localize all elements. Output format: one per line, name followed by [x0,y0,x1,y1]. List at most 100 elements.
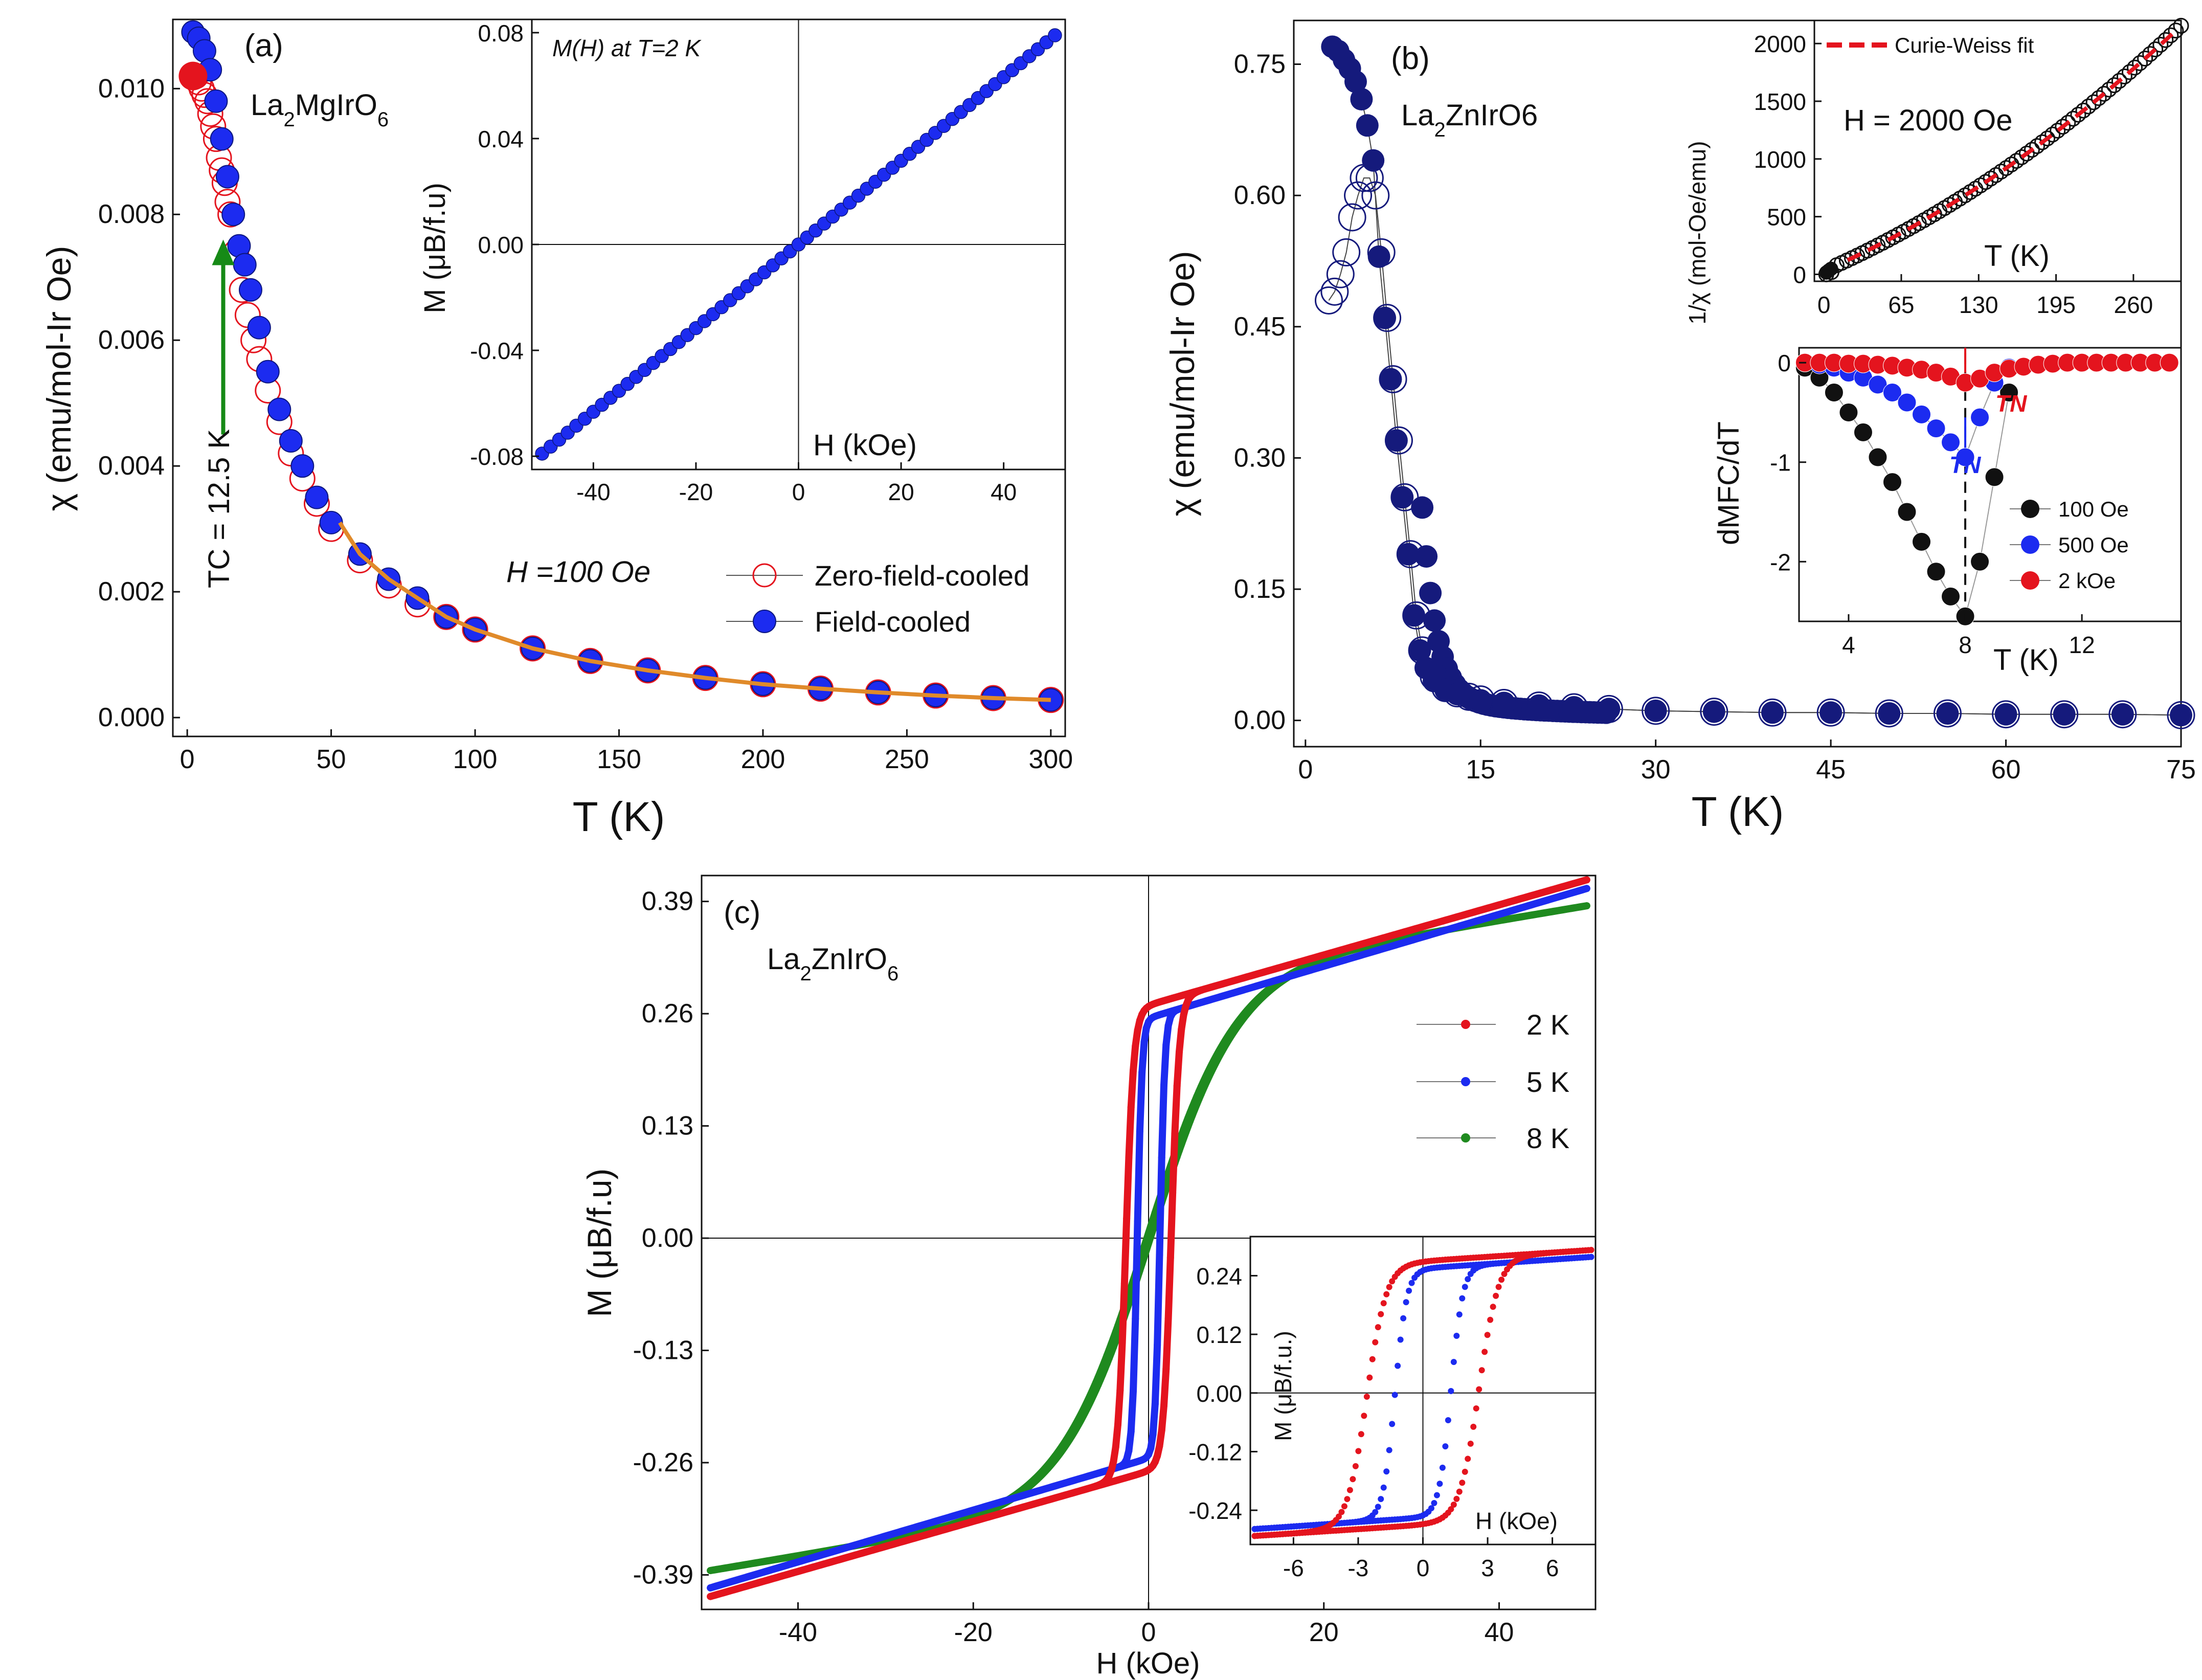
dmdt-point [1853,422,1873,442]
dmdt-point [1839,402,1858,422]
mh-point [1160,1402,1167,1409]
legend-8k-marker [1461,1133,1470,1143]
x-tick-label: 20 [888,479,914,505]
x-tick-label: -6 [1283,1555,1304,1581]
inset-mh-point [1453,1332,1460,1339]
fc-point [1350,87,1373,110]
inset-mh-point [1487,1316,1494,1323]
inset-mh-point [1389,1421,1396,1427]
mh-point [1134,1026,1141,1034]
legend-8k-label: 8 K [1526,1122,1569,1154]
mh-point [1101,1365,1109,1373]
x-tick-label: 0 [792,479,805,505]
y-tick-label: 0.00 [1196,1380,1242,1407]
mh-point [1190,1106,1198,1113]
zfc-point [1560,693,1588,722]
y-tick-label: 0.04 [478,126,524,152]
panel-b-inset-top: 0 500 1000 1500 2000 0 65 130 195 260 Curie-Weis… [1684,17,2189,325]
inset-mh-point [1335,1513,1342,1520]
fc-point [1761,701,1784,724]
mh-point [1130,1067,1137,1074]
y-tick-label: 0.26 [642,999,693,1028]
panel-a-field-note: H =100 Oe [506,555,650,589]
x-tick-label: 200 [741,745,785,774]
legend-500oe-label: 500 Oe [2058,533,2129,557]
mh-point [1136,1128,1143,1135]
inset-mh-point [1439,1464,1446,1471]
y-tick-label: 0.30 [1234,443,1286,473]
legend-zfc-label: Zero-field-cooled [815,559,1029,592]
inset-mh-point [1473,1405,1479,1412]
mh-point [1147,1444,1155,1452]
x-tick-label: 75 [2166,755,2196,785]
inverse-chi-point [2147,41,2164,58]
mh-point [1108,1349,1115,1356]
curie-weiss-fit-line [338,521,1051,702]
fc-point [1374,306,1397,329]
mh-point [1154,1452,1161,1460]
x-tick-label: 65 [1888,292,1914,318]
y-tick-label: 0.12 [1196,1321,1242,1348]
mh-point [1156,1251,1163,1259]
x-tick-label: 8 [1959,632,1972,658]
panel-b-xlabel: T (K) [1692,789,1784,835]
x-tick-label: 3 [1481,1555,1494,1581]
zfc-point [1326,260,1355,288]
inset-mh-point [1470,1423,1477,1430]
tc-arrow-head [212,239,235,265]
mh-point [1164,1022,1172,1029]
fc-point [2111,703,2134,726]
inset-mh-point [1448,1506,1454,1512]
legend-cw-label: Curie-Weiss fit [1895,33,2034,57]
legend-2koe-label: 2 kOe [2058,569,2116,593]
inverse-chi-point [2163,27,2179,43]
mh-point [1197,999,1205,1006]
fc-point [1403,604,1426,627]
fc-point [1936,702,1959,725]
panel-b-compound: La2ZnIrO6 [1401,99,1538,141]
y-tick-label: 0.45 [1234,312,1286,342]
fc-point [290,454,314,478]
inset-mh-point [1344,1496,1351,1503]
panel-b-inset-bottom: 0 -1 -2 4 8 12 TN TN 100 Oe 500 Oe 2 kOe T (… [1712,347,2182,677]
dmdt-point [1941,433,1961,452]
mh-point [1116,1386,1124,1394]
mh-point [1151,1400,1159,1408]
panel-b-ylabel: χ (emu/mol-Ir Oe) [1163,251,1201,517]
zfc-point [1875,699,1903,728]
mh-point [1105,1472,1113,1480]
mh-point [1114,1421,1122,1428]
legend-fc-marker [753,610,776,633]
inverse-chi-point [2121,64,2138,80]
legend-5k-marker [1461,1077,1470,1086]
inset-mh-point [1453,1495,1460,1502]
inverse-chi-point [1824,261,1838,276]
fc-point [256,360,280,384]
dmdt-point [1985,467,2004,487]
x-tick-label: 6 [1546,1555,1559,1581]
zfc-point [1758,698,1787,727]
inverse-chi-point [2158,32,2174,48]
y-tick-label: 2000 [1754,31,1806,57]
x-tick-label: 15 [1466,755,1495,785]
mh-point [1147,1233,1155,1240]
mh-point [1184,1123,1192,1130]
zfc-point [1344,181,1373,210]
inset-mh-point [1355,1448,1362,1454]
inverse-chi-point [2116,69,2132,85]
fc-point [1819,701,1843,724]
inset-mh-point [1450,1359,1457,1365]
inverse-chi-point [2024,142,2040,158]
mh-point [1127,1104,1135,1111]
fc-point [1356,114,1379,137]
y-tick-label: 0.24 [1196,1263,1242,1289]
inset-mh-point [1395,1362,1401,1369]
inset-mh-point [1490,1304,1496,1310]
inset-b2-ylabel: dMFC/dT [1712,421,1745,545]
inverse-chi-point [2050,122,2066,139]
inverse-chi-point [2152,36,2169,53]
fc-point [238,278,262,302]
inverse-chi-point [2106,77,2122,94]
inset-mh-point [1341,1503,1347,1510]
inverse-chi-point [2065,110,2081,127]
